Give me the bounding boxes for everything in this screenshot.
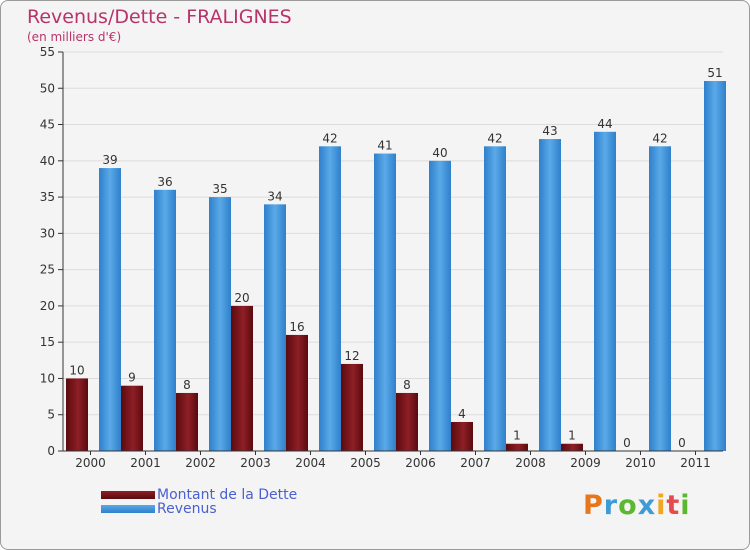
logo-letter: x bbox=[637, 490, 657, 521]
bar-revenus-2011 bbox=[704, 81, 726, 451]
x-tick-label-2008: 2008 bbox=[515, 456, 546, 470]
y-tick-label-0: 0 bbox=[47, 444, 55, 458]
data-label-revenus-2008: 43 bbox=[542, 124, 557, 138]
x-tick-label-2010: 2010 bbox=[625, 456, 656, 470]
x-tick-label-2005: 2005 bbox=[350, 456, 381, 470]
logo-letter: i bbox=[680, 490, 691, 521]
labels: 0510152025303540455055200010392001936200… bbox=[40, 45, 723, 470]
proxiti-logo: Proxiti bbox=[583, 490, 691, 521]
data-label-revenus-2010: 42 bbox=[652, 131, 667, 145]
data-label-revenus-2001: 36 bbox=[157, 175, 172, 189]
bar-debt-2007 bbox=[451, 421, 473, 451]
bar-revenus-2005 bbox=[374, 153, 396, 451]
data-label-debt-2009: 1 bbox=[568, 429, 576, 443]
bar-revenus-2009 bbox=[594, 131, 616, 452]
bar-revenus-2004 bbox=[319, 146, 341, 452]
axes bbox=[58, 51, 723, 455]
x-tick-label-2006: 2006 bbox=[405, 456, 436, 470]
y-tick-label-20: 20 bbox=[40, 299, 55, 313]
data-label-revenus-2006: 40 bbox=[432, 146, 447, 160]
y-tick-label-45: 45 bbox=[40, 118, 55, 132]
data-label-revenus-2011: 51 bbox=[707, 66, 722, 80]
bar-revenus-2003 bbox=[264, 204, 286, 451]
y-tick-label-35: 35 bbox=[40, 190, 55, 204]
data-label-revenus-2005: 41 bbox=[377, 139, 392, 153]
logo-letter: P bbox=[583, 490, 604, 521]
logo-letter: o bbox=[618, 490, 638, 521]
bar-revenus-2007 bbox=[484, 146, 506, 452]
y-tick-label-25: 25 bbox=[40, 263, 55, 277]
data-label-revenus-2009: 44 bbox=[597, 117, 612, 131]
data-label-debt-2008: 1 bbox=[513, 429, 521, 443]
x-tick-label-2011: 2011 bbox=[680, 456, 711, 470]
chart-subtitle: (en milliers d'€) bbox=[27, 30, 122, 44]
bar-debt-2004 bbox=[286, 334, 308, 451]
bar-debt-2001 bbox=[121, 385, 143, 451]
data-label-debt-2002: 8 bbox=[183, 378, 191, 392]
data-label-debt-2005: 12 bbox=[344, 349, 359, 363]
data-label-revenus-2007: 42 bbox=[487, 131, 502, 145]
data-label-debt-2003: 20 bbox=[234, 291, 249, 305]
data-label-debt-2000: 10 bbox=[69, 363, 84, 377]
bar-revenus-2010 bbox=[649, 146, 671, 452]
y-tick-label-30: 30 bbox=[40, 226, 55, 240]
data-label-revenus-2000: 39 bbox=[102, 153, 117, 167]
x-tick-label-2007: 2007 bbox=[460, 456, 491, 470]
logo-letter: t bbox=[666, 490, 681, 521]
y-tick-label-15: 15 bbox=[40, 335, 55, 349]
bar-debt-2006 bbox=[396, 392, 418, 451]
data-label-debt-2004: 16 bbox=[289, 320, 304, 334]
data-label-debt-2001: 9 bbox=[128, 371, 136, 385]
bar-revenus-2001 bbox=[154, 189, 176, 451]
x-tick-label-2003: 2003 bbox=[240, 456, 271, 470]
bar-debt-2000 bbox=[66, 378, 88, 451]
x-tick-label-2000: 2000 bbox=[75, 456, 106, 470]
data-label-revenus-2003: 34 bbox=[267, 189, 282, 203]
bar-debt-2009 bbox=[561, 443, 583, 451]
data-label-debt-2006: 8 bbox=[403, 378, 411, 392]
y-tick-label-5: 5 bbox=[47, 408, 55, 422]
y-tick-label-10: 10 bbox=[40, 371, 55, 385]
x-tick-label-2001: 2001 bbox=[130, 456, 161, 470]
y-tick-label-50: 50 bbox=[40, 81, 55, 95]
bar-revenus-2000 bbox=[99, 168, 121, 451]
x-tick-label-2002: 2002 bbox=[185, 456, 216, 470]
legend-swatch-revenus bbox=[101, 505, 155, 513]
legend-item-revenus: Revenus bbox=[101, 501, 217, 517]
legend-swatch-debt bbox=[101, 491, 155, 499]
data-label-debt-2010: 0 bbox=[623, 436, 631, 450]
data-label-revenus-2002: 35 bbox=[212, 182, 227, 196]
x-tick-label-2004: 2004 bbox=[295, 456, 326, 470]
bar-revenus-2006 bbox=[429, 160, 451, 451]
bar-debt-2003 bbox=[231, 305, 253, 451]
logo-letter: r bbox=[603, 490, 619, 521]
data-label-debt-2011: 0 bbox=[678, 436, 686, 450]
bar-revenus-2008 bbox=[539, 139, 561, 451]
legend-label-revenus: Revenus bbox=[157, 501, 217, 517]
data-label-debt-2007: 4 bbox=[458, 407, 466, 421]
legend-label-debt: Montant de la Dette bbox=[157, 487, 298, 503]
x-tick-label-2009: 2009 bbox=[570, 456, 601, 470]
logo-letter: i bbox=[656, 490, 667, 521]
chart-title: Revenus/Dette - FRALIGNES bbox=[27, 6, 292, 28]
y-tick-label-55: 55 bbox=[40, 45, 55, 59]
bar-debt-2005 bbox=[341, 363, 363, 451]
bar-debt-2002 bbox=[176, 392, 198, 451]
data-label-revenus-2004: 42 bbox=[322, 131, 337, 145]
legend-item-debt: Montant de la Dette bbox=[101, 487, 297, 503]
bar-debt-2008 bbox=[506, 443, 528, 451]
y-tick-label-40: 40 bbox=[40, 154, 55, 168]
bar-revenus-2002 bbox=[209, 197, 231, 451]
bars bbox=[66, 81, 726, 452]
